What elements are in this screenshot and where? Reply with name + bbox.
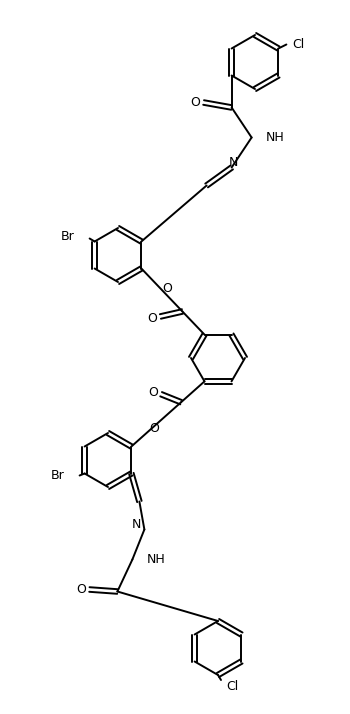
Text: O: O (147, 312, 158, 325)
Text: Br: Br (51, 469, 65, 482)
Text: O: O (191, 96, 201, 109)
Text: O: O (148, 386, 158, 398)
Text: N: N (229, 156, 238, 169)
Text: Br: Br (61, 230, 75, 243)
Text: Cl: Cl (292, 38, 304, 51)
Text: O: O (162, 282, 172, 295)
Text: NH: NH (146, 553, 165, 566)
Text: O: O (149, 422, 159, 436)
Text: O: O (76, 583, 86, 596)
Text: N: N (132, 518, 141, 531)
Text: Cl: Cl (226, 680, 238, 693)
Text: NH: NH (266, 131, 284, 144)
